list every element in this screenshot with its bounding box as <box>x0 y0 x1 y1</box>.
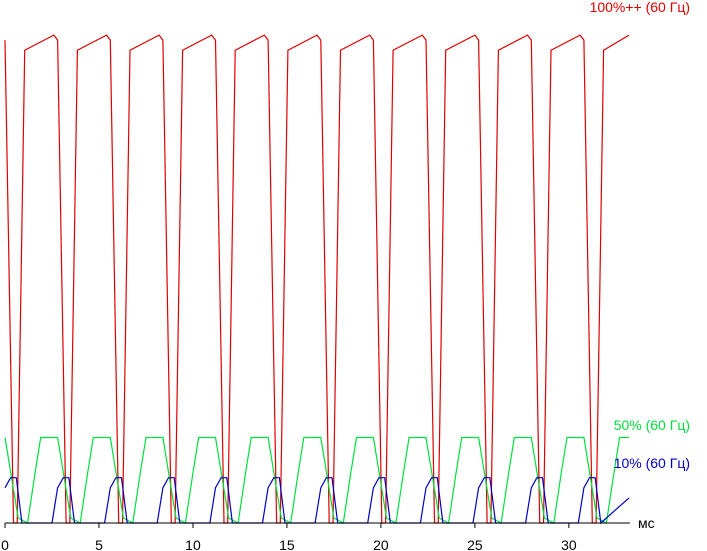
x-tick-label: 0 <box>1 537 9 551</box>
data-line <box>4 34 630 524</box>
x-axis-label: мс <box>638 515 655 531</box>
data-line <box>4 436 629 524</box>
data-line <box>4 477 630 525</box>
series-label: 10% (60 Гц) <box>614 455 690 471</box>
series-label: 50% (60 Гц) <box>614 417 690 433</box>
x-tick-label: 10 <box>185 537 201 551</box>
x-tick-label: 30 <box>561 537 577 551</box>
x-tick-label: 5 <box>95 537 103 551</box>
x-tick-label: 25 <box>467 537 483 551</box>
x-tick-label: 15 <box>279 537 295 551</box>
x-tick-label: 20 <box>373 537 389 551</box>
series-label: 100%++ (60 Гц) <box>590 0 690 15</box>
